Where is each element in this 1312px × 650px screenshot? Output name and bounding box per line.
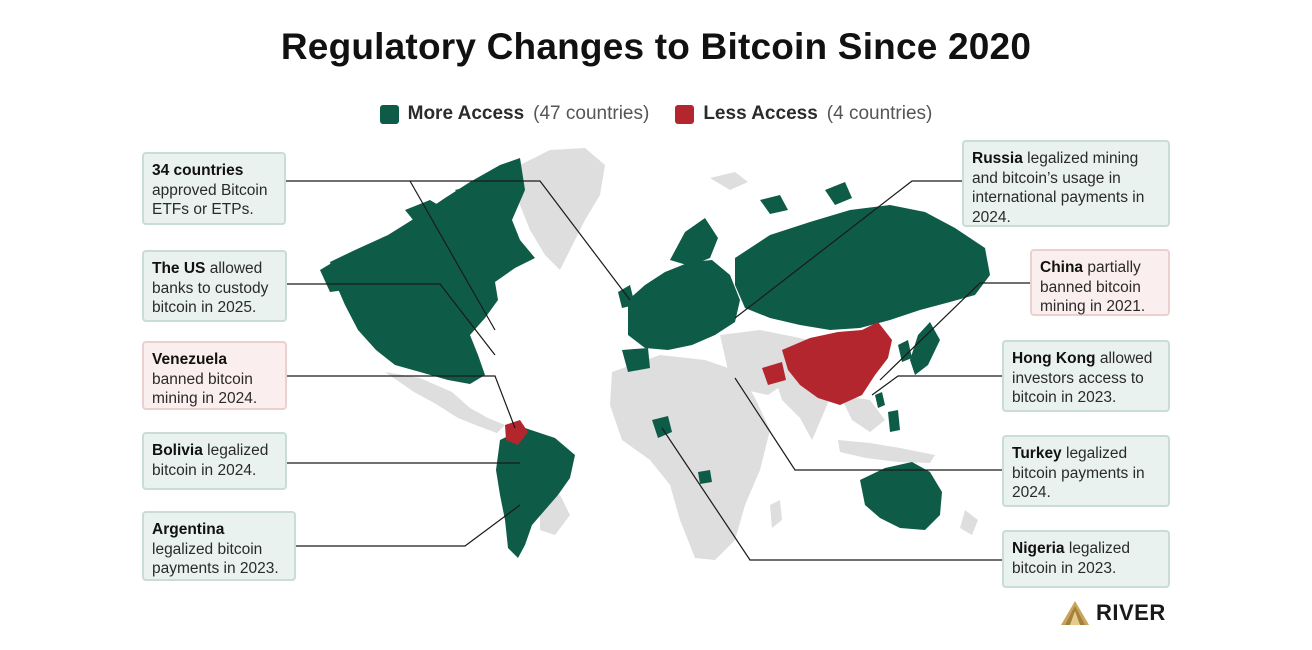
callout-china-bold: China xyxy=(1040,259,1084,276)
svalbard xyxy=(710,172,748,190)
callout-nigeria: Nigeria legalized bitcoin in 2023. xyxy=(1002,530,1170,588)
callout-hongkong: Hong Kong allowed investors access to bi… xyxy=(1002,340,1170,412)
callout-turkey-bold: Turkey xyxy=(1012,445,1062,462)
china xyxy=(782,322,892,405)
legend-item-more-access: More Access (47 countries) xyxy=(379,103,650,125)
leader-line-china xyxy=(879,282,1030,381)
russia-islands xyxy=(760,182,852,214)
east-africa-country xyxy=(698,470,712,484)
callout-bolivia: Bolivia legalized bitcoin in 2024. xyxy=(142,432,287,490)
russia xyxy=(735,205,990,330)
scandinavia xyxy=(670,218,718,266)
legend-label-less: Less Access xyxy=(703,103,818,124)
callout-russia-text: legalized mining and bitcoin’s usage in … xyxy=(972,150,1145,226)
leader-line-turkey xyxy=(734,377,1002,471)
callout-argentina-text: legalized bitcoin payments in 2023. xyxy=(152,540,279,578)
callout-venezuela-bold: Venezuela xyxy=(152,351,227,368)
callout-turkey: Turkey legalized bitcoin payments in 202… xyxy=(1002,435,1170,507)
more-access-swatch xyxy=(379,104,399,124)
callout-etfs-bold: 34 countries xyxy=(152,162,244,179)
callout-etfs-text: approved Bitcoin ETFs or ETPs. xyxy=(152,181,268,219)
callout-argentina-bold: Argentina xyxy=(152,521,225,538)
callout-etfs: 34 countries approved Bitcoin ETFs or ET… xyxy=(142,152,286,225)
callout-us: The US allowed banks to custody bitcoin … xyxy=(142,250,287,322)
less-access-swatch xyxy=(675,104,695,124)
afghanistan xyxy=(762,362,786,385)
river-logo: RIVER xyxy=(1060,600,1166,626)
callout-us-bold: The US xyxy=(152,260,206,277)
more-access-countries xyxy=(320,158,990,558)
logo-text: RIVER xyxy=(1096,600,1166,625)
taiwan-philippines xyxy=(875,392,900,432)
callout-russia-bold: Russia xyxy=(972,150,1023,167)
legend-count-more: (47 countries) xyxy=(533,103,650,124)
southeast-asia xyxy=(840,395,885,432)
legend-item-less-access: Less Access (4 countries) xyxy=(675,103,932,125)
new-zealand xyxy=(960,510,978,535)
callout-hongkong-bold: Hong Kong xyxy=(1012,350,1096,367)
indonesia xyxy=(838,440,935,463)
korea xyxy=(898,340,912,362)
callout-china: China partially banned bitcoin mining in… xyxy=(1030,249,1170,316)
leader-line-argentina xyxy=(296,504,521,547)
callout-china-text: partially banned bitcoin mining in 2021. xyxy=(1040,259,1146,315)
leader-line-russia xyxy=(734,180,962,319)
callout-nigeria-text: legalized bitcoin in 2023. xyxy=(1012,540,1131,577)
leader-line-etfs xyxy=(286,180,631,301)
callout-venezuela: Venezuela banned bitcoin mining in 2024. xyxy=(142,341,287,410)
less-access-countries xyxy=(505,322,892,445)
canada-islands xyxy=(405,185,485,228)
venezuela xyxy=(505,420,528,445)
leader-line-hongkong xyxy=(871,375,1002,396)
south-america xyxy=(496,428,575,558)
callout-bolivia-text: legalized bitcoin in 2024. xyxy=(152,442,269,479)
leader-line-etfs-2 xyxy=(409,180,496,331)
legend-label-more: More Access xyxy=(407,103,525,124)
callout-russia: Russia legalized mining and bitcoin’s us… xyxy=(962,140,1170,227)
legend-count-less: (4 countries) xyxy=(826,103,933,124)
callout-turkey-text: legalized bitcoin payments in 2024. xyxy=(1012,445,1145,501)
callout-venezuela-text: banned bitcoin mining in 2024. xyxy=(152,370,258,408)
japan xyxy=(910,322,940,375)
legend: More Access (47 countries) Less Access (… xyxy=(0,103,1312,125)
europe xyxy=(628,260,740,350)
leader-line-nigeria xyxy=(661,427,1002,561)
madagascar xyxy=(770,500,782,528)
callout-bolivia-bold: Bolivia xyxy=(152,442,203,459)
africa-neutral xyxy=(610,355,770,560)
canada-usa xyxy=(330,158,535,384)
leader-line-us xyxy=(286,283,496,356)
callout-hongkong-text: allowed investors access to bitcoin in 2… xyxy=(1012,350,1153,406)
river-mountain-icon xyxy=(1061,601,1089,625)
callout-nigeria-bold: Nigeria xyxy=(1012,540,1065,557)
iberia xyxy=(622,348,650,372)
leader-line-venezuela xyxy=(286,375,516,429)
uk xyxy=(618,285,635,308)
callout-us-text: allowed banks to custody bitcoin in 2025… xyxy=(152,260,269,316)
leader-lines xyxy=(286,180,1030,561)
australia xyxy=(860,462,942,530)
page-title: Regulatory Changes to Bitcoin Since 2020 xyxy=(280,26,1032,67)
mexico-central-america xyxy=(385,372,505,433)
nigeria xyxy=(652,416,672,438)
callout-argentina: Argentina legalized bitcoin payments in … xyxy=(142,511,296,581)
